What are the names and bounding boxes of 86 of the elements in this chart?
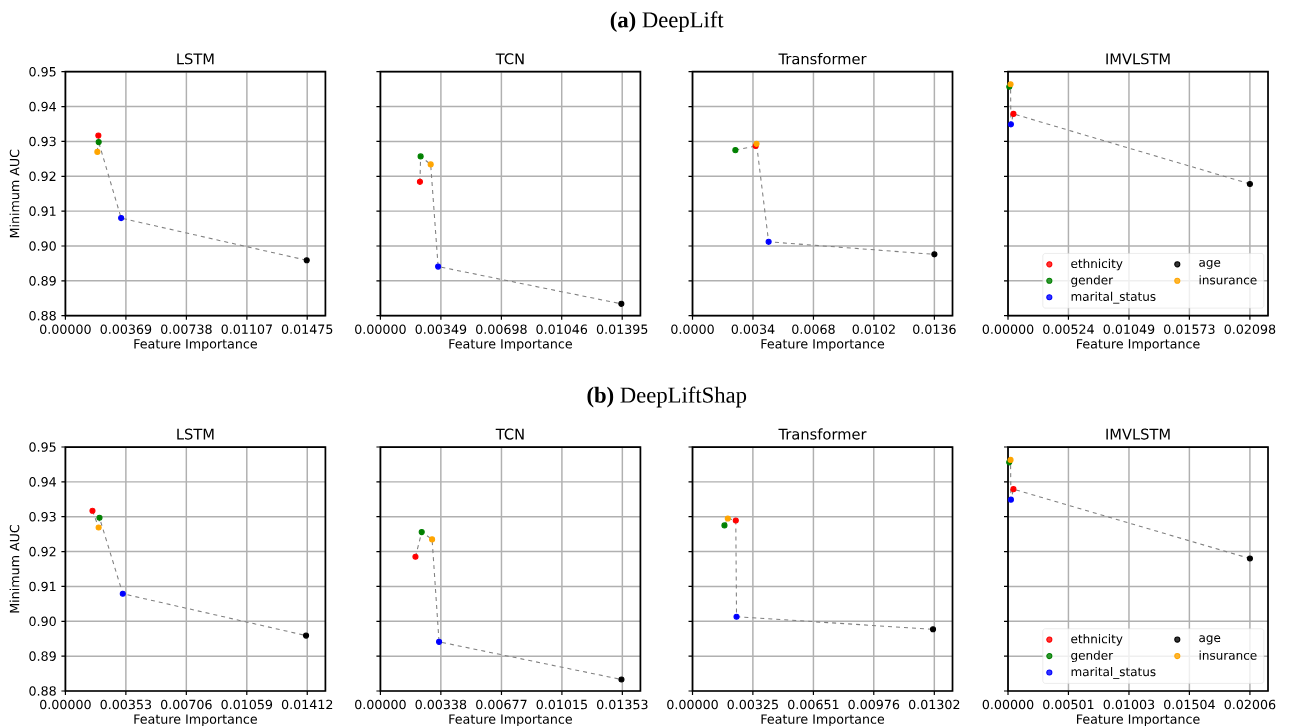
- x-axis-title: Feature Importance: [761, 339, 885, 352]
- x-tick-label: 0.01059: [221, 699, 273, 710]
- y-tick-label: 0.95: [29, 442, 56, 452]
- x-tick-label: 0.00000: [982, 699, 1034, 710]
- x-tick-label: 0.01049: [1103, 324, 1155, 334]
- x-tick-label: 0.02098: [1224, 324, 1276, 334]
- text: (b) DeepLiftShap: [587, 386, 747, 408]
- legend-label: insurance: [1199, 275, 1257, 285]
- x-tick-label: 0.01107: [221, 324, 272, 334]
- x-tick-label: 0.01003: [1103, 699, 1155, 710]
- x-tick-label: 0.00651: [788, 699, 839, 710]
- y-tick-label: 0.94: [29, 101, 56, 112]
- x-tick-label: 0.01353: [597, 699, 648, 710]
- x-tick-label: 0.01573: [1164, 324, 1215, 334]
- x-tick-label: 0.00353: [100, 699, 152, 710]
- x-tick-label: 0.02006: [1224, 699, 1276, 710]
- y-tick-label: 0.90: [29, 616, 56, 627]
- chart-title: LSTM: [177, 53, 214, 65]
- x-tick-label: 0.00677: [476, 699, 527, 710]
- x-tick-label: 0.0068: [792, 324, 835, 334]
- y-axis-title: Minimum AUC: [9, 524, 20, 613]
- x-tick-label: 0.00501: [1043, 699, 1094, 710]
- y-tick-label: 0.95: [29, 66, 56, 77]
- x-tick-label: 0.01504: [1164, 699, 1215, 710]
- y-tick-label: 0.89: [29, 651, 56, 661]
- chart-title: IMVLSTM: [1106, 53, 1170, 65]
- legend-label: ethnicity: [1071, 634, 1123, 646]
- chart-title: LSTM: [177, 428, 214, 440]
- legend-label: gender: [1071, 650, 1114, 663]
- x-tick-label: 0.00706: [160, 699, 212, 710]
- y-tick-label: 0.88: [29, 686, 56, 696]
- y-tick-label: 0.92: [29, 171, 56, 182]
- y-tick-label: 0.89: [29, 276, 56, 286]
- x-tick-label: 0.01412: [281, 699, 333, 710]
- y-axis-title: Minimum AUC: [9, 149, 20, 238]
- x-tick-label: 0.01302: [908, 699, 960, 710]
- chart-title: TCN: [495, 53, 524, 65]
- x-tick-label: 0.0000: [671, 324, 714, 334]
- x-tick-label: 0.00000: [40, 324, 91, 334]
- x-tick-label: 0.00349: [415, 324, 467, 334]
- y-tick-label: 0.93: [29, 136, 56, 147]
- y-tick-label: 0.90: [29, 241, 56, 251]
- x-axis-title: Feature Importance: [1077, 714, 1200, 726]
- legend-label: marital_status: [1071, 291, 1156, 304]
- chart-title: TCN: [495, 428, 524, 440]
- x-tick-label: 0.0034: [731, 324, 775, 334]
- x-tick-label: 0.01475: [281, 324, 333, 334]
- x-axis-title: Feature Importance: [761, 714, 885, 726]
- x-tick-label: 0.00976: [848, 699, 900, 710]
- legend-label: marital_status: [1071, 666, 1156, 679]
- legend-label: insurance: [1199, 650, 1257, 660]
- x-tick-label: 0.00325: [727, 699, 778, 710]
- chart-title: Transformer: [778, 428, 867, 440]
- x-tick-label: 0.01395: [596, 324, 648, 334]
- chart-title: IMVLSTM: [1106, 428, 1170, 440]
- x-tick-label: 0.01046: [536, 324, 588, 334]
- chart-title: Transformer: [778, 52, 867, 65]
- x-tick-label: 0.00369: [100, 324, 152, 334]
- x-axis-title: Feature Importance: [449, 714, 572, 726]
- y-tick-label: 0.92: [29, 546, 56, 557]
- y-tick-label: 0.91: [29, 581, 56, 592]
- x-tick-label: 0.00000: [982, 324, 1034, 334]
- legend-label: age: [1199, 635, 1221, 645]
- x-tick-label: 0.00524: [1043, 324, 1094, 334]
- legend-label: ethnicity: [1071, 258, 1123, 271]
- y-tick-label: 0.93: [29, 511, 56, 522]
- x-axis-title: Feature Importance: [134, 339, 257, 352]
- x-tick-label: 0.00698: [476, 324, 527, 334]
- x-tick-label: 0.00000: [355, 324, 406, 334]
- text: (a) DeepLift: [610, 11, 724, 33]
- x-tick-label: 0.00738: [161, 324, 212, 334]
- x-axis-title: Feature Importance: [449, 339, 572, 352]
- x-tick-label: 0.00000: [355, 699, 406, 710]
- x-tick-label: 0.00000: [667, 699, 718, 710]
- x-axis-title: Feature Importance: [1077, 339, 1200, 352]
- y-tick-label: 0.94: [29, 477, 56, 487]
- legend-label: age: [1199, 259, 1221, 270]
- y-tick-label: 0.88: [29, 310, 56, 321]
- x-tick-label: 0.00000: [40, 699, 91, 710]
- x-tick-label: 0.0136: [913, 324, 956, 334]
- x-tick-label: 0.01015: [536, 699, 587, 710]
- x-tick-label: 0.00338: [415, 699, 467, 710]
- x-axis-title: Feature Importance: [134, 714, 257, 726]
- legend-label: gender: [1071, 275, 1114, 287]
- x-tick-label: 0.0102: [852, 324, 895, 334]
- y-tick-label: 0.91: [29, 206, 56, 216]
